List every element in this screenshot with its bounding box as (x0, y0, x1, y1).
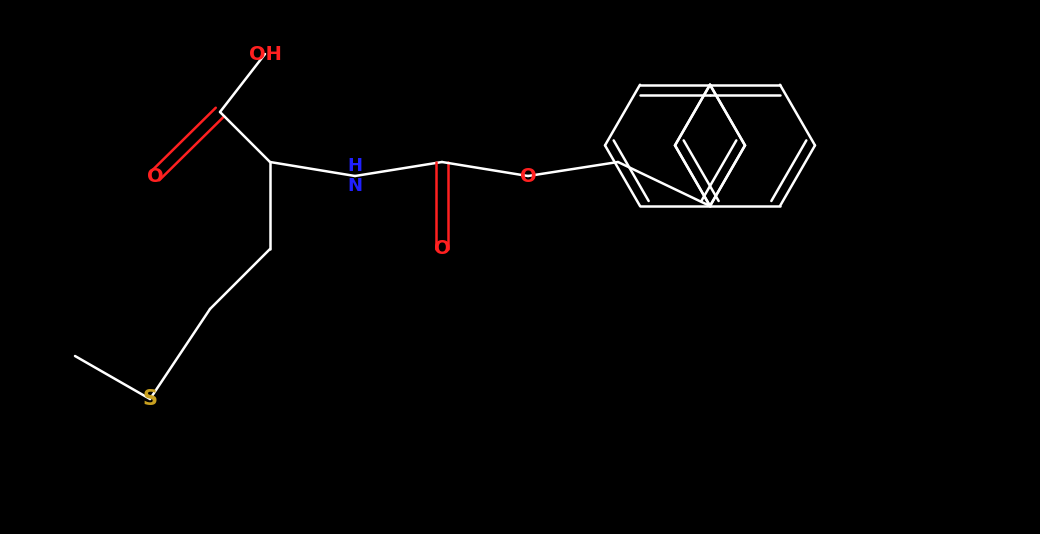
Text: O: O (147, 167, 163, 185)
Text: OH: OH (249, 44, 282, 64)
Text: O: O (520, 167, 537, 185)
Text: S: S (142, 389, 157, 409)
Text: O: O (434, 240, 450, 258)
Text: H
N: H N (347, 156, 363, 195)
